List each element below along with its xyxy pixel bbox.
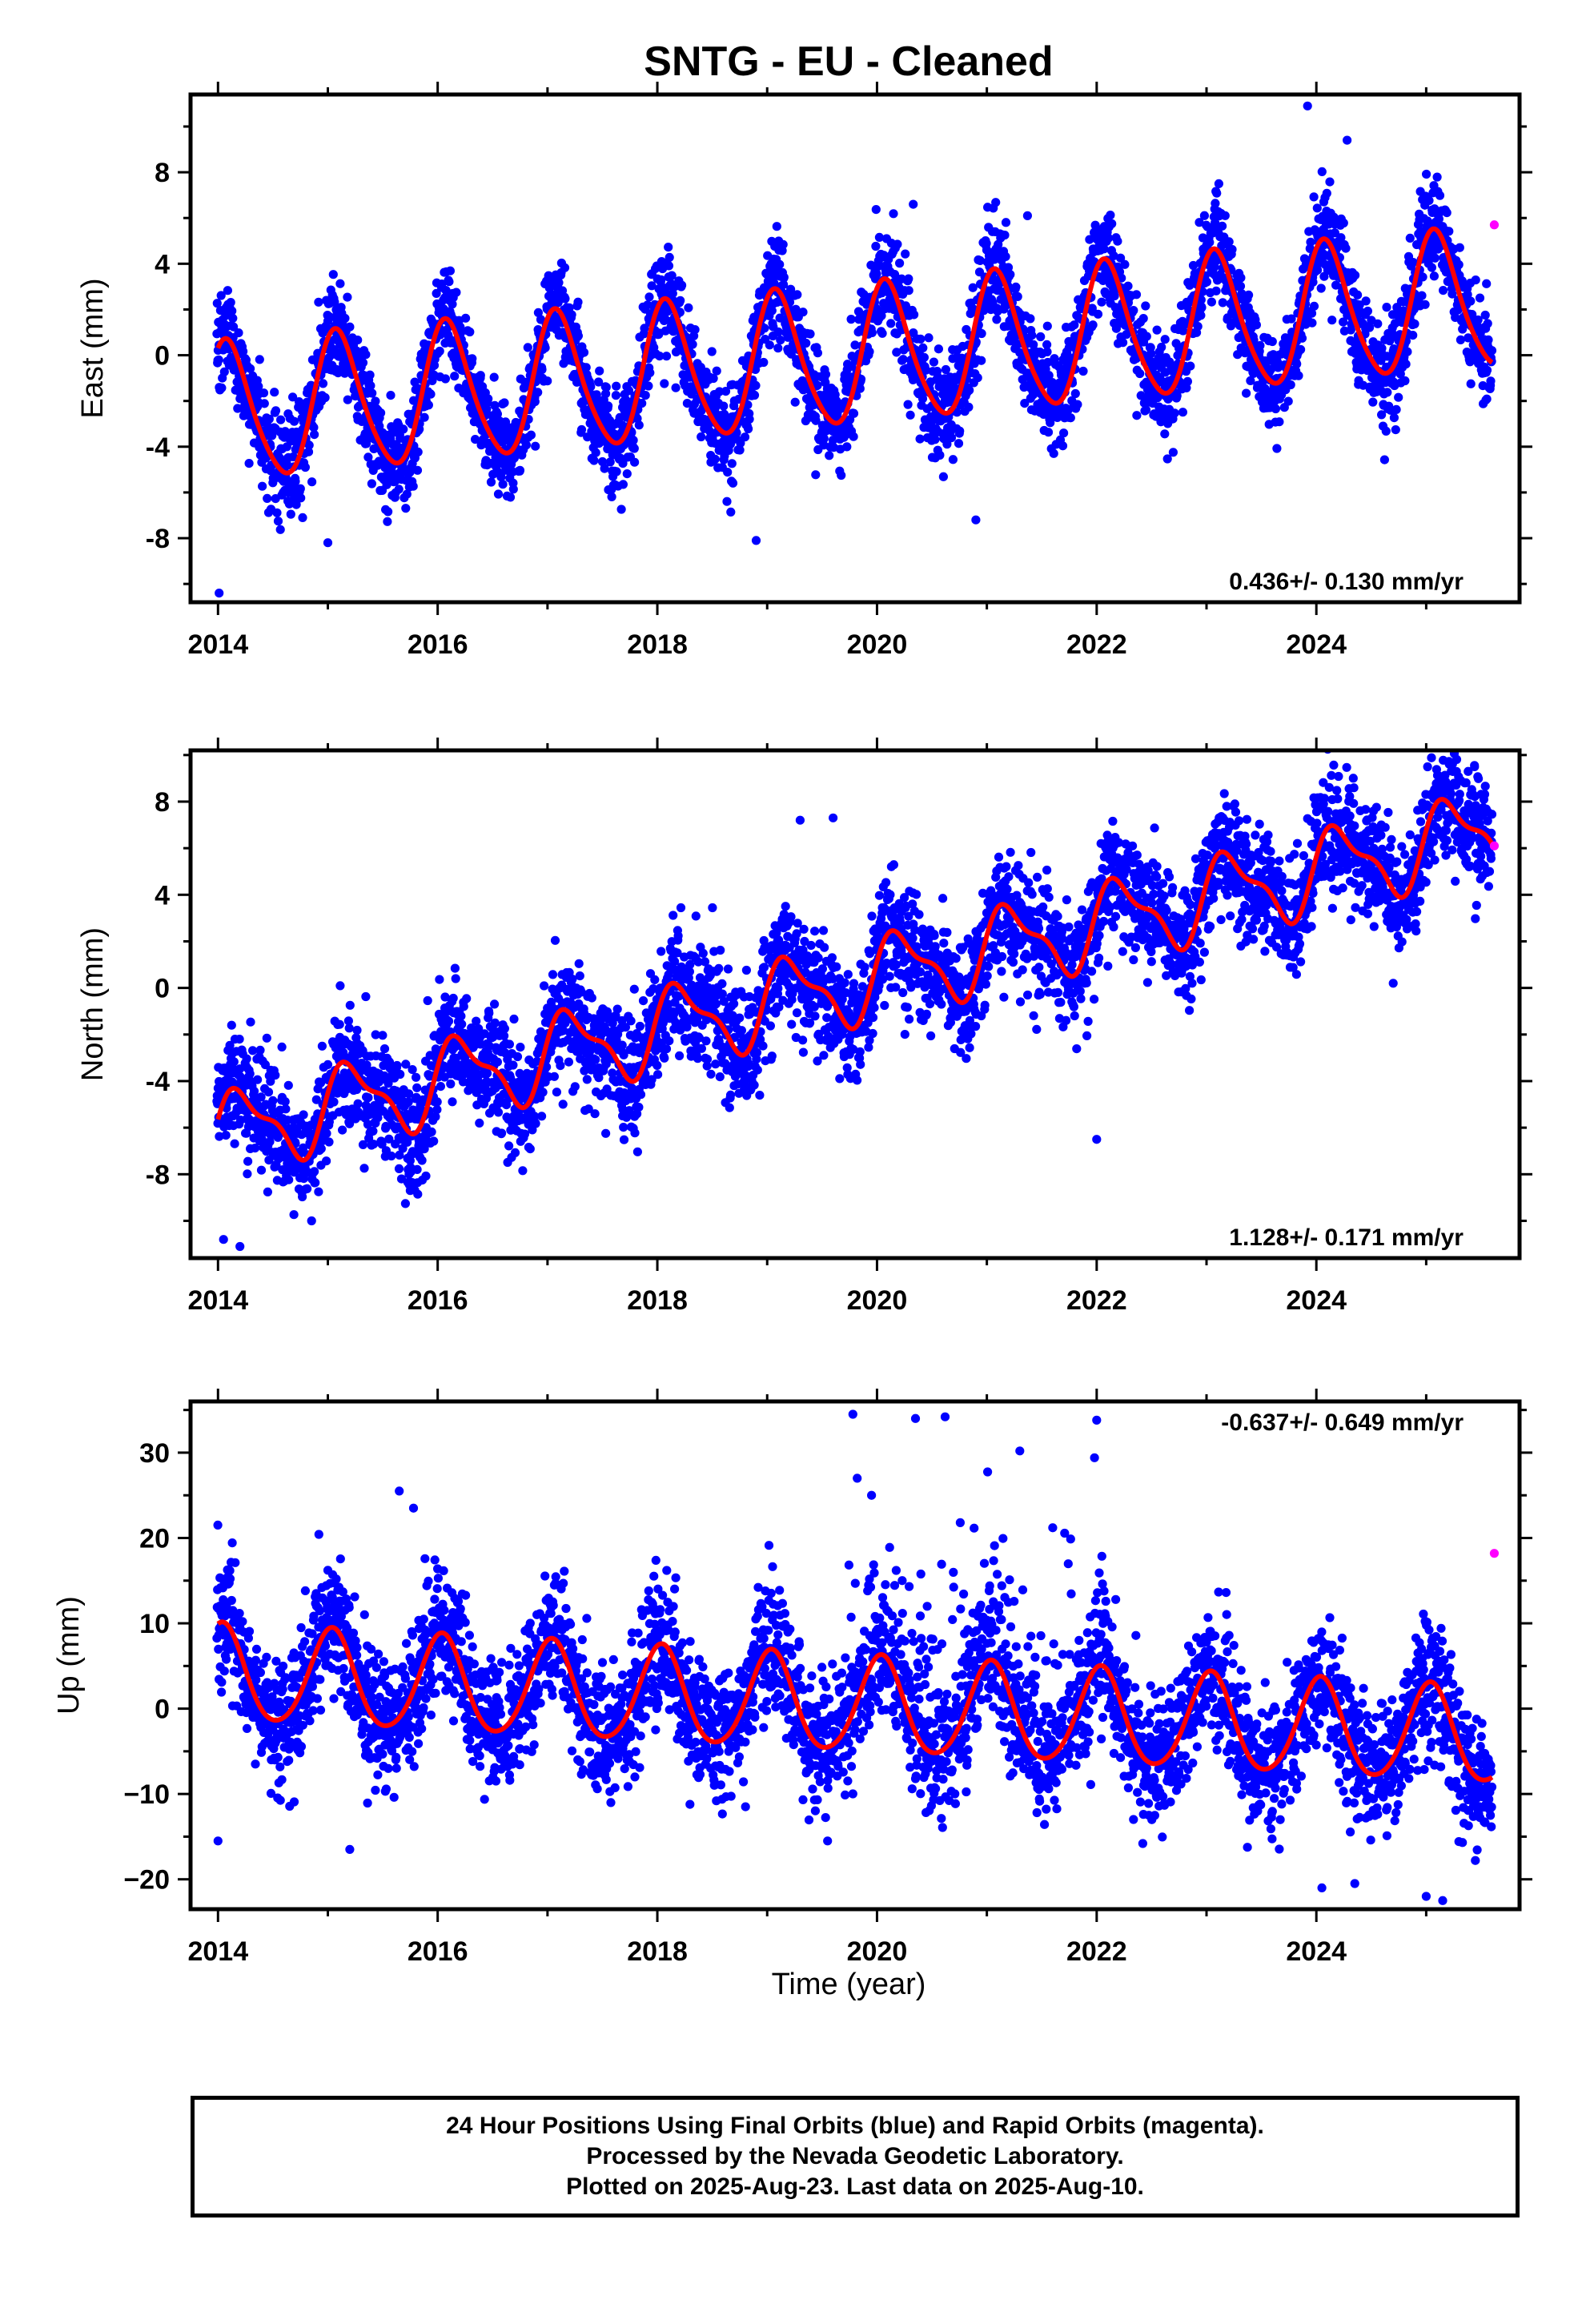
y-tick-label: 8 xyxy=(155,158,170,188)
x-tick-label: 2018 xyxy=(627,629,688,660)
y-axis-label: Up (mm) xyxy=(52,1596,86,1715)
x-tick-label: 2024 xyxy=(1286,1285,1347,1316)
x-tick-label: 2018 xyxy=(627,1936,688,1967)
caption-line-3: Plotted on 2025-Aug-23. Last data on 202… xyxy=(566,2173,1144,2200)
y-axis-label: East (mm) xyxy=(76,278,110,418)
x-tick-label: 2014 xyxy=(187,1936,248,1967)
east-panel: 2014 2016 2018 2020 2022 2024 -8 -4 0 4 8 East (mm)… xyxy=(76,82,1532,660)
y-tick-label: 20 xyxy=(139,1523,170,1554)
x-tick-label: 2022 xyxy=(1066,1285,1127,1316)
y-tick-label: −10 xyxy=(123,1779,170,1810)
y-tick-label: -4 xyxy=(146,432,170,463)
final-orbit-dots xyxy=(212,1409,1497,1905)
rapid-orbit-point-0 xyxy=(1489,841,1500,850)
x-tick-label: 2020 xyxy=(847,1285,908,1316)
plot-frame xyxy=(188,92,1522,605)
caption-line-1: 24 Hour Positions Using Final Orbits (bl… xyxy=(446,2113,1264,2139)
final-orbit-points xyxy=(212,750,1497,1252)
final-orbit-points xyxy=(212,1409,1497,1905)
final-orbit-dots xyxy=(212,750,1497,1252)
rapid-orbit-point-0 xyxy=(1489,220,1500,230)
model-curve xyxy=(216,1619,1494,1783)
y-axis-label: North (mm) xyxy=(76,927,110,1081)
x-tick-label: 2014 xyxy=(187,629,248,660)
x-tick-label: 2018 xyxy=(627,1285,688,1316)
y-tick-label: 30 xyxy=(139,1438,170,1469)
x-tick-label: 2024 xyxy=(1286,1936,1347,1967)
final-orbit-dots xyxy=(212,101,1497,598)
up-panel: 2014 2016 2018 2020 2022 2024 −20 −10 0 10 20 30 Up … xyxy=(52,1389,1532,1967)
plot-frame xyxy=(188,748,1522,1261)
x-tick-label: 2016 xyxy=(408,1936,468,1967)
x-axis-label: Time (year) xyxy=(772,1968,926,2001)
north-panel: 2014 2016 2018 2020 2022 2024 -8 -4 0 4 8 North (mm… xyxy=(76,738,1532,1316)
velocity-annotation: -0.637+/- 0.649 mm/yr xyxy=(1221,1409,1464,1436)
x-tick-label: 2016 xyxy=(408,1285,468,1316)
y-tick-label: 0 xyxy=(155,974,170,1004)
y-tick-label: 0 xyxy=(155,1695,170,1725)
y-tick-label: 4 xyxy=(155,880,170,911)
plot-frame xyxy=(188,1399,1522,1912)
y-tick-label: 0 xyxy=(155,341,170,372)
x-tick-label: 2014 xyxy=(187,1285,248,1316)
y-tick-label: -8 xyxy=(146,1160,170,1190)
y-tick-label: 10 xyxy=(139,1609,170,1639)
velocity-annotation: 0.436+/- 0.130 mm/yr xyxy=(1229,569,1464,595)
x-tick-label: 2022 xyxy=(1066,1936,1127,1967)
velocity-annotation: 1.128+/- 0.171 mm/yr xyxy=(1229,1224,1464,1251)
x-tick-label: 2022 xyxy=(1066,629,1127,660)
rapid-orbit-point-0 xyxy=(1489,1549,1500,1558)
caption-box: 24 Hour Positions Using Final Orbits (bl… xyxy=(191,2096,1520,2217)
y-tick-label: -8 xyxy=(146,524,170,554)
final-orbit-points xyxy=(212,101,1497,598)
model-curve xyxy=(215,226,1494,476)
model-curve xyxy=(215,797,1495,1163)
figure-title: SNTG - EU - Cleaned xyxy=(644,38,1053,85)
y-tick-label: −20 xyxy=(123,1865,170,1896)
x-tick-label: 2016 xyxy=(408,629,468,660)
x-tick-label: 2024 xyxy=(1286,629,1347,660)
y-tick-label: 8 xyxy=(155,787,170,818)
y-tick-label: 4 xyxy=(155,249,170,279)
caption-line-2: Processed by the Nevada Geodetic Laborat… xyxy=(586,2143,1124,2169)
y-tick-label: -4 xyxy=(146,1067,170,1097)
x-tick-label: 2020 xyxy=(847,629,908,660)
x-tick-label: 2020 xyxy=(847,1936,908,1967)
